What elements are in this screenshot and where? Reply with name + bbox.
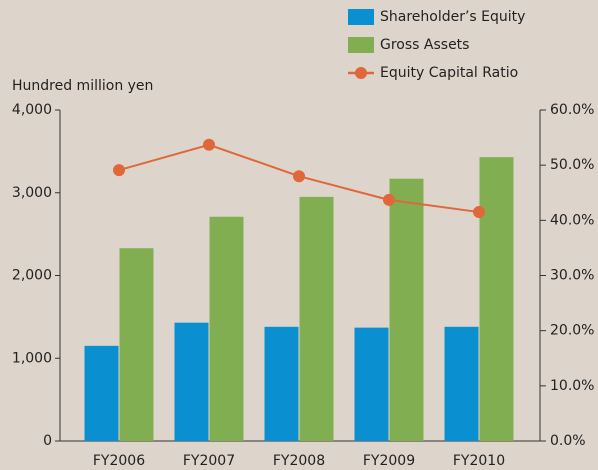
bar bbox=[119, 248, 154, 441]
y-tick-label: 3,000 bbox=[12, 185, 52, 201]
legend-label: Gross Assets bbox=[380, 37, 469, 53]
x-tick-label: FY2010 bbox=[453, 453, 505, 469]
line-marker bbox=[203, 138, 215, 151]
legend-marker bbox=[355, 67, 367, 79]
legend-label: Shareholder’s Equity bbox=[380, 9, 525, 25]
y2-tick-label: 10.0% bbox=[550, 378, 594, 394]
line-marker bbox=[113, 164, 125, 177]
y-tick-label: 1,000 bbox=[12, 350, 52, 366]
y2-tick-label: 0.0% bbox=[550, 433, 586, 449]
y2-tick-label: 30.0% bbox=[550, 268, 594, 284]
bar bbox=[479, 157, 514, 442]
bar bbox=[264, 326, 299, 441]
legend-swatch bbox=[348, 9, 374, 25]
y-tick-label: 0 bbox=[43, 433, 52, 449]
bar bbox=[444, 326, 479, 441]
y-axis-label: Hundred million yen bbox=[12, 78, 153, 94]
y-tick-label: 2,000 bbox=[12, 268, 52, 284]
x-tick-label: FY2008 bbox=[273, 453, 325, 469]
y2-tick-label: 20.0% bbox=[550, 323, 594, 339]
line-marker bbox=[383, 193, 395, 206]
bar bbox=[299, 196, 334, 441]
bar bbox=[389, 178, 424, 441]
y-tick-label: 4,000 bbox=[12, 102, 52, 118]
line-marker bbox=[473, 206, 485, 219]
y2-tick-label: 40.0% bbox=[550, 212, 594, 228]
x-tick-label: FY2006 bbox=[93, 453, 145, 469]
x-tick-label: FY2007 bbox=[183, 453, 235, 469]
y2-tick-label: 50.0% bbox=[550, 157, 594, 173]
legend-label: Equity Capital Ratio bbox=[380, 65, 518, 81]
bar bbox=[84, 345, 119, 441]
y2-tick-label: 60.0% bbox=[550, 102, 594, 118]
bar bbox=[174, 322, 209, 441]
legend-swatch bbox=[348, 37, 374, 53]
bar bbox=[209, 216, 244, 441]
line-marker bbox=[293, 170, 305, 183]
bar bbox=[354, 327, 389, 441]
x-tick-label: FY2009 bbox=[363, 453, 415, 469]
